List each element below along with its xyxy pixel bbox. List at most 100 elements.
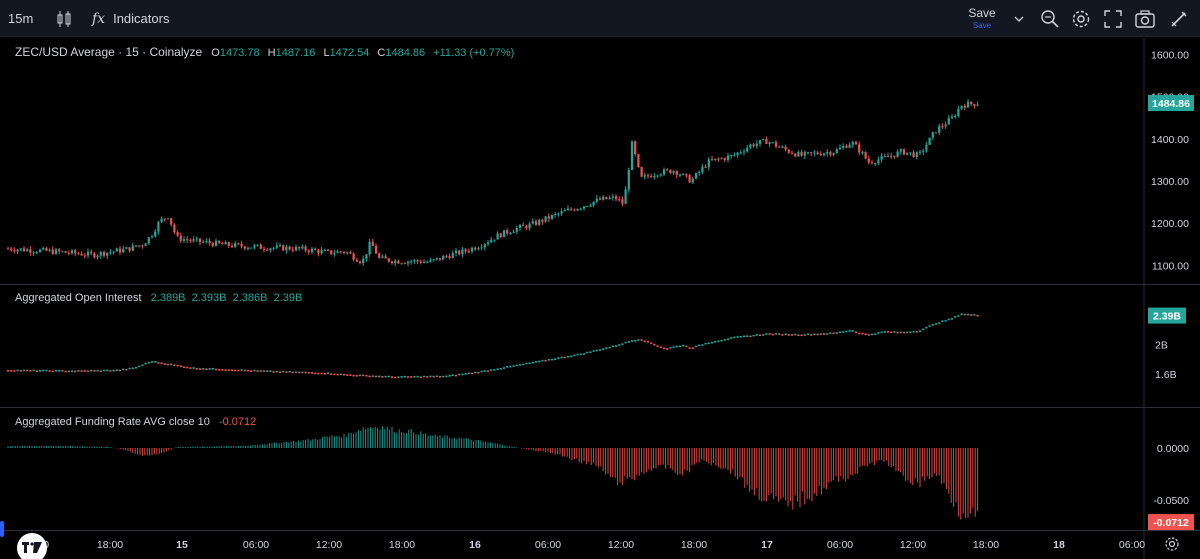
oi-point	[966, 313, 970, 316]
oi-point	[125, 368, 128, 371]
oi-point	[749, 335, 752, 338]
price-candle	[755, 140, 758, 149]
oi-point	[397, 376, 400, 379]
oi-point	[611, 345, 614, 348]
price-candle	[893, 155, 896, 159]
oi-point	[806, 333, 810, 336]
price-candle	[400, 262, 403, 265]
oi-point	[579, 353, 582, 356]
oi-point	[166, 363, 170, 366]
oi-point	[963, 313, 966, 316]
oi-point	[909, 331, 912, 334]
oi-point	[566, 355, 570, 358]
price-candle	[618, 196, 621, 202]
oi-point	[410, 376, 413, 378]
oi-point	[528, 362, 531, 365]
fullscreen-icon[interactable]	[1102, 8, 1124, 30]
camera-icon[interactable]	[1134, 8, 1156, 30]
oi-point	[774, 333, 778, 335]
oi-point	[442, 375, 445, 378]
price-candle	[326, 248, 330, 252]
price-candle	[413, 258, 416, 264]
save-button[interactable]: Save Save	[962, 6, 1002, 30]
price-candle	[464, 248, 467, 254]
oi-point	[598, 349, 602, 351]
indicators-button[interactable]: fx Indicators	[92, 0, 169, 37]
oi-point	[758, 334, 762, 337]
price-candle	[563, 208, 566, 212]
oi-point	[157, 362, 160, 364]
chart-svg[interactable]: 1100.001200.001300.001400.001500.001600.…	[0, 38, 1200, 559]
pencil-icon[interactable]	[1168, 8, 1190, 30]
gear-icon[interactable]	[1070, 8, 1092, 30]
price-candle	[810, 151, 813, 157]
oi-point	[714, 341, 717, 343]
price-candle	[134, 245, 138, 248]
oi-point	[490, 369, 493, 371]
oi-point	[682, 344, 685, 347]
oi-point	[96, 369, 99, 372]
oi-point	[304, 371, 307, 374]
candles-icon[interactable]	[53, 8, 75, 30]
price-candle	[394, 259, 397, 267]
oi-point	[544, 360, 547, 362]
oi-point	[525, 362, 528, 365]
oi-point	[678, 345, 682, 348]
oi-point	[499, 367, 502, 370]
oi-point	[58, 369, 61, 372]
oi-point	[838, 331, 842, 334]
price-candle	[115, 247, 118, 252]
price-candle	[698, 170, 701, 176]
price-candle	[765, 136, 768, 145]
oi-point	[554, 358, 557, 360]
price-candle	[528, 221, 531, 231]
oi-point	[314, 372, 317, 375]
oi-point	[390, 376, 394, 378]
price-candle	[960, 105, 963, 111]
price-candle	[480, 244, 483, 251]
oi-values: 2.389B 2.393B 2.386B 2.39B	[150, 292, 303, 304]
funding-last-tag	[1148, 514, 1194, 531]
price-candle	[557, 212, 560, 217]
price-tick-label: 1400.00	[1151, 134, 1189, 146]
chart-area[interactable]: 1100.001200.001300.001400.001500.001600.…	[0, 38, 1200, 559]
price-candle	[954, 114, 957, 119]
open-interest-series	[6, 313, 979, 379]
oi-point	[541, 359, 544, 362]
search-zoom-icon[interactable]	[1039, 8, 1061, 30]
oi-point	[48, 370, 51, 372]
interval-button[interactable]: 15m	[8, 11, 34, 26]
oi-point	[717, 340, 720, 343]
oi-point	[867, 334, 870, 336]
price-candle	[80, 251, 83, 256]
price-candle	[941, 123, 944, 129]
price-candle	[390, 260, 394, 265]
price-candle	[816, 150, 819, 155]
oi-point	[707, 342, 710, 344]
oi-point	[928, 325, 931, 327]
price-candle	[746, 144, 749, 153]
price-candle	[320, 247, 323, 255]
price-candle	[582, 205, 586, 211]
chevron-down-icon[interactable]	[1008, 8, 1030, 30]
tradingview-logo[interactable]	[17, 533, 47, 559]
oi-point	[234, 369, 237, 372]
price-candle	[310, 246, 314, 254]
price-candle	[285, 244, 288, 254]
price-candle	[118, 246, 122, 255]
price-candle	[531, 218, 534, 225]
oi-point	[710, 341, 714, 344]
price-legend: ZEC/USD Average · 15 · Coinalyze O1473.7…	[15, 45, 516, 59]
price-title: ZEC/USD Average · 15 · Coinalyze	[15, 45, 203, 59]
price-candle	[659, 173, 662, 177]
oi-point	[61, 370, 64, 372]
price-candle	[243, 245, 246, 251]
oi-point	[483, 370, 486, 372]
oi-point	[723, 339, 726, 341]
price-candle	[976, 101, 979, 107]
price-candle	[54, 247, 58, 255]
oi-point	[374, 375, 378, 378]
price-candle	[298, 246, 301, 251]
price-candle	[227, 241, 230, 249]
oi-point	[454, 374, 458, 377]
